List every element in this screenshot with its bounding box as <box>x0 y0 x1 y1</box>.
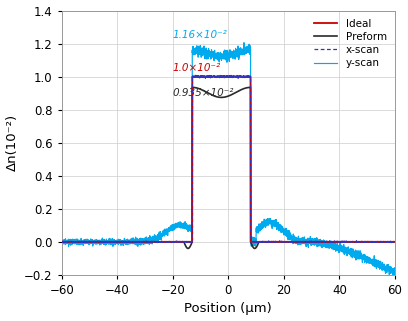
Preform <box>59 240 64 244</box>
Preform <box>382 240 387 244</box>
Y-axis label: Δn(10⁻²): Δn(10⁻²) <box>6 114 18 171</box>
x-scan <box>366 240 371 244</box>
x-scan <box>213 73 217 77</box>
y-scan <box>59 242 64 246</box>
Line: Ideal: Ideal <box>62 77 395 242</box>
Line: x-scan: x-scan <box>62 75 395 243</box>
Preform <box>252 247 257 250</box>
x-scan <box>200 75 204 79</box>
Preform <box>217 95 222 99</box>
y-scan <box>202 54 207 58</box>
Preform <box>199 88 204 92</box>
Ideal <box>392 240 397 244</box>
x-scan <box>115 241 120 245</box>
y-scan <box>392 271 397 275</box>
Preform <box>366 240 371 244</box>
Ideal <box>382 240 387 244</box>
Ideal <box>59 240 64 244</box>
x-scan <box>392 240 397 244</box>
Preform <box>302 240 306 244</box>
Text: 1.0×10⁻²: 1.0×10⁻² <box>173 63 221 73</box>
Ideal <box>302 240 306 244</box>
X-axis label: Position (μm): Position (μm) <box>184 302 272 316</box>
Preform <box>202 89 207 93</box>
x-scan <box>302 240 306 244</box>
y-scan <box>242 41 246 45</box>
Ideal <box>202 75 207 79</box>
Line: y-scan: y-scan <box>62 43 395 278</box>
x-scan <box>202 74 207 78</box>
Text: 1.16×10⁻²: 1.16×10⁻² <box>173 30 228 40</box>
Ideal <box>200 75 204 79</box>
Ideal <box>190 75 195 79</box>
Ideal <box>366 240 371 244</box>
x-scan <box>59 240 64 244</box>
Ideal <box>217 75 222 79</box>
y-scan <box>391 276 396 280</box>
y-scan <box>382 265 387 269</box>
Preform <box>248 85 253 89</box>
x-scan <box>218 74 223 78</box>
Text: 0.935×10⁻²: 0.935×10⁻² <box>173 88 234 98</box>
Line: Preform: Preform <box>62 87 395 248</box>
Legend: Ideal, Preform, x-scan, y-scan: Ideal, Preform, x-scan, y-scan <box>311 16 390 71</box>
x-scan <box>382 240 387 244</box>
y-scan <box>217 55 222 59</box>
y-scan <box>366 259 371 263</box>
y-scan <box>199 49 204 53</box>
y-scan <box>302 236 306 240</box>
Preform <box>392 240 397 244</box>
